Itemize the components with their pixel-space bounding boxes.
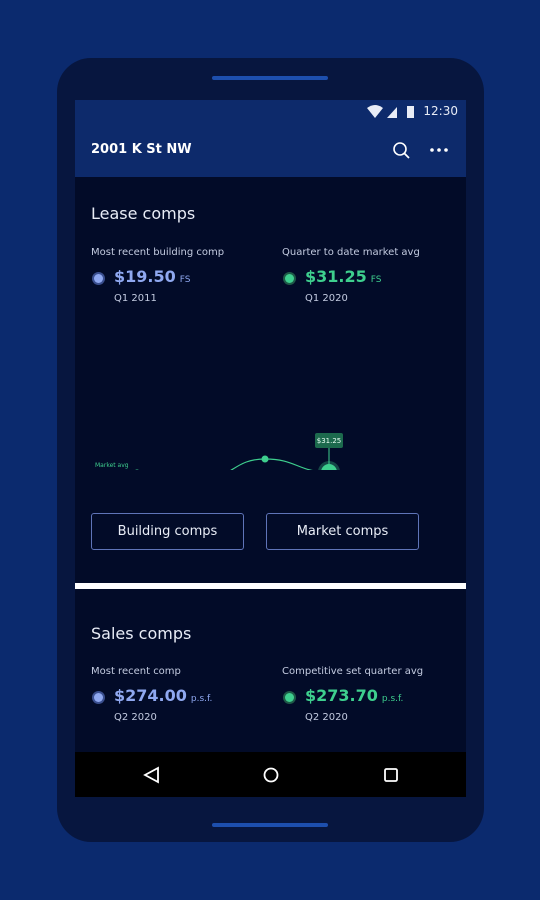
line [230,458,314,470]
button[interactable]: Building comps [91,513,244,550]
value: $274.00 [114,686,187,705]
value: $19.50 [114,267,176,286]
stat-label: Most recent comp [91,666,181,677]
stat-dot [285,274,294,283]
stat-label: Competitive set quarter avg [282,666,424,677]
stat-dot [285,693,294,702]
data-label: $31.25 [317,437,342,445]
section-title: Lease comps [91,204,196,223]
divider [75,583,466,589]
unit: FS [179,275,191,285]
point [321,464,337,470]
speaker [212,76,328,80]
button[interactable]: Market comps [266,513,419,550]
section-title: Sales comps [91,624,192,643]
series-label: Market avg [95,462,129,469]
unit: FS [370,275,382,285]
stat-period: Q1 2011 [114,293,157,304]
stat-dot [94,693,103,702]
point [135,469,139,470]
toolbar-icons[interactable] [391,140,451,162]
app-title: 2001 K St NW [91,142,192,157]
stat-dot [94,274,103,283]
speaker [212,823,328,827]
stat-value: $31.25 FS [305,267,381,286]
stat-period: Q2 2020 [114,712,157,723]
app-bar: 12:30 2001 K St NW [75,100,466,177]
screen: 12:30 2001 K St NW Lease comps Q2'19Q3'1… [75,100,466,797]
unit: p.s.f. [190,694,213,704]
clock: 12:30 [423,104,458,118]
callout-box [315,433,343,448]
unit: p.s.f. [381,694,404,704]
stat-value: $274.00 p.s.f. [114,686,212,705]
point [261,455,269,463]
value: $273.70 [305,686,378,705]
line-chart: Q2'19Q3'19Q4'19Q1'20TodayMarket avg$31.2… [95,433,343,470]
stat-label: Most recent building comp [91,247,225,258]
stat-label: Quarter to date market avg [282,247,420,258]
value: $31.25 [305,267,367,286]
stat-period: Q1 2020 [305,293,348,304]
stat-period: Q2 2020 [305,712,348,723]
nav-bar [75,752,466,797]
nav-icons[interactable] [75,752,466,797]
stat-value: $273.70 p.s.f. [305,686,403,705]
stat-value: $19.50 FS [114,267,190,286]
status-icons [367,105,414,118]
